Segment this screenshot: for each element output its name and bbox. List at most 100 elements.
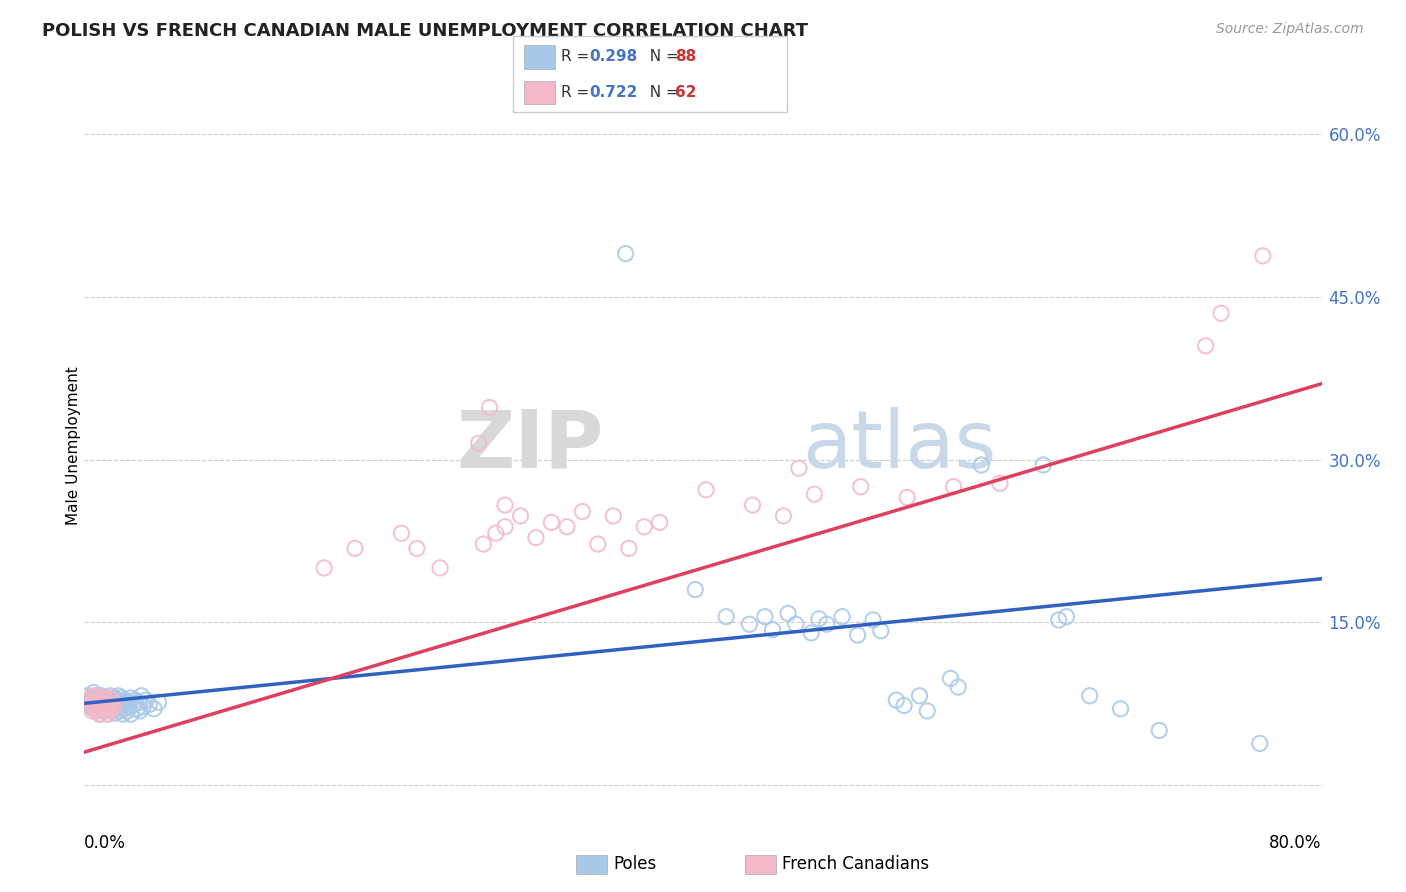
Point — [540, 516, 562, 530]
Point — [803, 487, 825, 501]
Text: 62: 62 — [675, 85, 696, 100]
Point — [97, 707, 120, 722]
Point — [90, 695, 112, 709]
Point — [86, 704, 108, 718]
Point — [98, 690, 121, 705]
Point — [104, 706, 127, 720]
Point — [808, 612, 831, 626]
Point — [83, 689, 105, 703]
Point — [1211, 306, 1233, 320]
Point — [91, 693, 114, 707]
Point — [94, 690, 117, 705]
Point — [314, 561, 336, 575]
Point — [846, 628, 869, 642]
Text: atlas: atlas — [801, 407, 997, 485]
Point — [472, 537, 495, 551]
Point — [129, 704, 152, 718]
Point — [132, 699, 155, 714]
Point — [509, 508, 531, 523]
Point — [908, 689, 931, 703]
Point — [89, 693, 111, 707]
Point — [91, 704, 114, 718]
Point — [84, 695, 107, 709]
Point — [614, 246, 637, 260]
Text: 88: 88 — [675, 49, 696, 64]
Point — [494, 498, 516, 512]
Point — [76, 689, 98, 703]
Point — [105, 702, 128, 716]
Point — [91, 690, 114, 705]
Point — [1109, 702, 1132, 716]
Text: 0.722: 0.722 — [589, 85, 637, 100]
Point — [93, 702, 115, 716]
Point — [406, 541, 429, 556]
Point — [344, 541, 367, 556]
Point — [98, 693, 121, 707]
Point — [125, 702, 148, 716]
Point — [831, 609, 853, 624]
Point — [82, 697, 104, 711]
Point — [86, 704, 108, 718]
Point — [1249, 736, 1271, 750]
Point — [82, 690, 104, 705]
Point — [942, 480, 965, 494]
Point — [800, 626, 823, 640]
Point — [101, 693, 124, 707]
Point — [120, 690, 142, 705]
Point — [103, 690, 125, 705]
Point — [862, 613, 884, 627]
Point — [108, 704, 131, 718]
Point — [100, 698, 122, 712]
Point — [148, 695, 170, 709]
Point — [87, 702, 110, 716]
Text: Poles: Poles — [613, 855, 657, 873]
Text: R =: R = — [561, 85, 595, 100]
Point — [849, 480, 872, 494]
Point — [98, 704, 121, 718]
Point — [107, 689, 129, 703]
Point — [1032, 458, 1054, 472]
Point — [105, 693, 128, 707]
Point — [896, 491, 918, 505]
Point — [104, 698, 127, 712]
Point — [602, 508, 624, 523]
Point — [815, 617, 838, 632]
Point — [917, 704, 939, 718]
Point — [94, 693, 117, 707]
Point — [87, 697, 110, 711]
Point — [110, 699, 132, 714]
Point — [778, 607, 800, 621]
Point — [77, 699, 100, 714]
Text: 0.0%: 0.0% — [84, 834, 127, 852]
Point — [79, 690, 101, 705]
Point — [97, 695, 120, 709]
Point — [103, 699, 125, 714]
Point — [571, 504, 593, 518]
Point — [84, 702, 107, 716]
Point — [494, 520, 516, 534]
Point — [117, 695, 139, 709]
Point — [79, 693, 101, 707]
Point — [138, 698, 160, 712]
Point — [101, 695, 124, 709]
Point — [112, 707, 135, 722]
Point — [143, 702, 166, 716]
Point — [84, 695, 107, 709]
Point — [87, 699, 110, 714]
Point — [886, 693, 908, 707]
Point — [93, 698, 115, 712]
Point — [114, 693, 136, 707]
Point — [772, 508, 794, 523]
Point — [103, 699, 125, 714]
Point — [114, 702, 136, 716]
Point — [478, 401, 501, 415]
Point — [1056, 609, 1078, 624]
Point — [485, 526, 508, 541]
Text: 80.0%: 80.0% — [1270, 834, 1322, 852]
Point — [948, 680, 970, 694]
Point — [633, 520, 655, 534]
Text: N =: N = — [640, 85, 683, 100]
Point — [762, 623, 785, 637]
Point — [100, 702, 122, 716]
Text: ZIP: ZIP — [457, 407, 605, 485]
